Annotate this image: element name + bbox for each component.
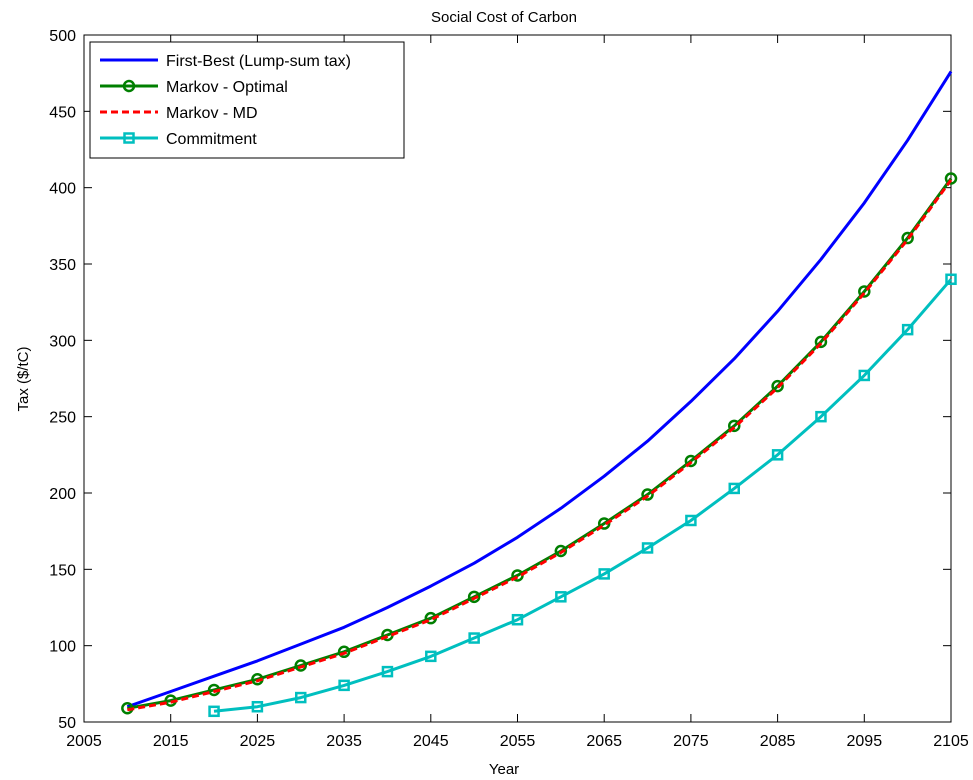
data-point xyxy=(901,231,914,245)
x-tick-label: 2005 xyxy=(66,733,102,750)
y-tick-label: 200 xyxy=(49,486,76,503)
chart-title: Social Cost of Carbon xyxy=(431,9,577,26)
data-point xyxy=(555,591,567,603)
legend: First-Best (Lump-sum tax) Markov - Optima… xyxy=(89,41,405,159)
series-layer xyxy=(121,70,958,718)
x-tick-label: 2035 xyxy=(326,733,362,750)
x-tick-label: 2025 xyxy=(240,733,276,750)
data-point xyxy=(858,285,871,298)
x-axis: 2005 2015 2025 2035 2045 2055 2065 2075 2085 2095… xyxy=(66,35,969,750)
data-point xyxy=(381,665,394,678)
x-tick-label: 2085 xyxy=(760,733,796,750)
data-point xyxy=(858,369,871,382)
legend-marker xyxy=(123,132,135,144)
data-point xyxy=(338,679,350,692)
data-point xyxy=(771,379,784,393)
series-line xyxy=(127,177,953,710)
x-axis-label: Year xyxy=(489,761,519,778)
data-point xyxy=(425,650,437,663)
data-point xyxy=(295,691,307,704)
legend-marker xyxy=(122,79,136,93)
legend-item: Markov - MD xyxy=(100,105,258,122)
data-point xyxy=(641,488,654,501)
legend-item: Markov - Optimal xyxy=(100,79,288,96)
legend-item: First-Best (Lump-sum tax) xyxy=(100,53,351,70)
data-point xyxy=(814,335,828,349)
data-point xyxy=(208,705,220,718)
legend-label: Commitment xyxy=(166,131,257,148)
legend-label: First-Best (Lump-sum tax) xyxy=(166,53,351,70)
x-tick-label: 2075 xyxy=(673,733,709,750)
data-point xyxy=(685,514,697,527)
legend-label: Markov - Optimal xyxy=(166,79,288,96)
data-point xyxy=(337,645,351,659)
x-tick-label: 2055 xyxy=(500,733,536,750)
legend-item: Commitment xyxy=(100,131,257,148)
y-tick-label: 400 xyxy=(49,181,76,198)
data-point xyxy=(511,613,524,626)
y-tick-label: 50 xyxy=(58,715,76,732)
data-point xyxy=(294,659,307,672)
legend-label: Markov - MD xyxy=(166,105,258,122)
x-tick-label: 2105 xyxy=(933,733,969,750)
y-tick-label: 450 xyxy=(49,104,76,121)
series-line xyxy=(213,278,953,713)
y-tick-label: 300 xyxy=(49,333,76,350)
x-tick-label: 2095 xyxy=(847,733,883,750)
data-point xyxy=(945,273,957,286)
data-point xyxy=(251,700,264,713)
y-tick-label: 500 xyxy=(49,28,76,45)
y-tick-label: 350 xyxy=(49,257,76,274)
data-point xyxy=(641,542,654,554)
data-point xyxy=(467,590,481,604)
data-point xyxy=(684,454,698,468)
y-axis: 50 100 150 200 250 300 350 400 450 500 xyxy=(49,28,951,732)
data-point xyxy=(468,632,480,644)
data-point xyxy=(944,172,958,185)
y-tick-label: 250 xyxy=(49,410,76,427)
y-tick-label: 150 xyxy=(49,562,76,579)
series-0 xyxy=(126,70,953,709)
data-point xyxy=(598,568,610,580)
data-point xyxy=(728,482,740,495)
x-tick-label: 2045 xyxy=(413,733,449,750)
y-tick-label: 100 xyxy=(49,639,76,656)
series-line xyxy=(126,70,953,709)
series-3 xyxy=(208,273,957,718)
x-tick-label: 2065 xyxy=(586,733,622,750)
data-point xyxy=(771,449,784,461)
x-tick-label: 2015 xyxy=(153,733,189,750)
data-point xyxy=(728,419,741,433)
y-axis-label: Tax ($/tC) xyxy=(15,346,32,411)
data-point xyxy=(815,410,827,423)
data-point xyxy=(901,323,914,336)
